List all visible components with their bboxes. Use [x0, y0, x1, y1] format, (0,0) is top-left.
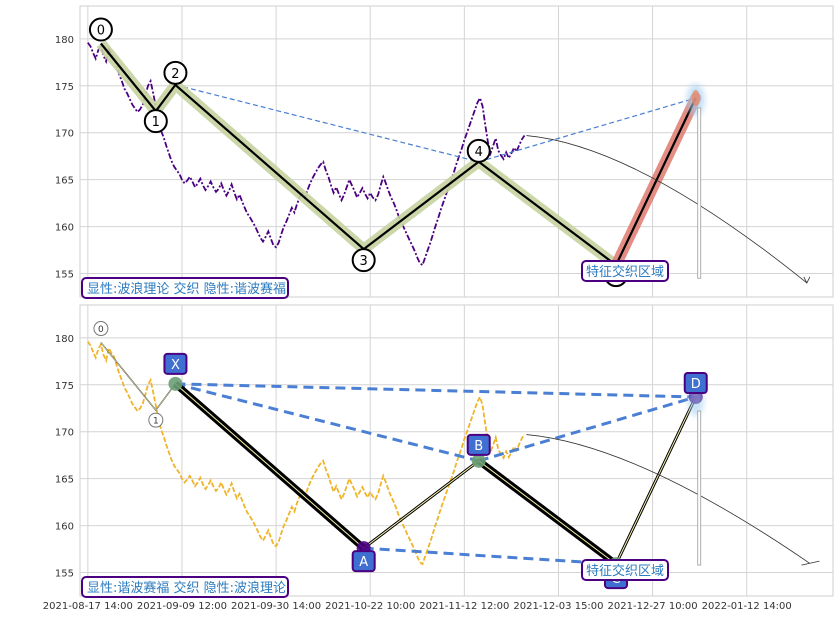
- dashed-link: [478, 97, 696, 163]
- harmonic-badge-D: [683, 371, 708, 394]
- pivot-label-3: 3: [360, 254, 368, 269]
- y-tick-label: 160: [55, 223, 74, 234]
- top-panel-marks: 012345: [88, 17, 811, 288]
- bottom-zone-label: 特征交织区域: [586, 563, 664, 579]
- top-zone-label: 特征交织区域: [586, 264, 664, 280]
- harmonic-dashed-link: [175, 382, 696, 399]
- forecast-arrow-bar: [801, 560, 820, 566]
- x-tick-label: 2022-01-12 14:00: [702, 601, 792, 612]
- bottom-panel-grid: [80, 305, 833, 596]
- y-tick-label: 165: [55, 176, 74, 187]
- harmonic-dashed-link: [175, 382, 480, 463]
- bottom-panel-price: [87, 341, 526, 566]
- harmonic-dashed-link: [478, 395, 697, 463]
- harmonic-label-D: D: [691, 377, 701, 392]
- x-tick-label: 2021-08-17 14:00: [43, 601, 133, 612]
- harmonic-label-A: A: [359, 555, 368, 570]
- bottom-panel-y-ticks: 155 160 165 170 175 180: [55, 334, 74, 580]
- harmonic-badge-A: [351, 550, 376, 573]
- top-caption: 显性:波浪理论 交织 隐性:谐波赛福: [87, 281, 286, 297]
- y-tick-label: 155: [55, 270, 74, 281]
- y-tick-label: 170: [55, 129, 74, 140]
- x-tick-label: 2021-09-30 14:00: [231, 601, 321, 612]
- forecast-arrow-head: [803, 276, 811, 284]
- bottom-zone-box: 特征交织区域: [581, 559, 669, 581]
- harmonic-label-B: B: [474, 439, 483, 454]
- pivot-label-1: 1: [152, 115, 160, 130]
- harmonic-dot-B: [471, 453, 486, 468]
- y-tick-label: 155: [55, 569, 74, 580]
- forecast-arrow: [526, 135, 808, 284]
- top-panel-y-ticks: 155 160 165 170 175 180: [55, 35, 74, 281]
- zone-bar: [697, 410, 702, 566]
- small-pivot-label-0: 0: [98, 325, 104, 335]
- x-tick-label: 2021-10-22 10:00: [325, 601, 415, 612]
- harmonic-badge-B: [466, 433, 491, 456]
- bottom-panel-frame: [79, 304, 834, 597]
- y-tick-label: 180: [55, 334, 74, 345]
- top-panel-grid: [80, 6, 833, 297]
- x-tick-label: 2021-09-09 12:00: [137, 601, 227, 612]
- top-zone-box: 特征交织区域: [581, 260, 669, 282]
- x-axis-ticks: 2021-08-17 14:00 2021-09-09 12:00 2021-09-…: [43, 601, 792, 612]
- pivot-circle-0: [88, 17, 113, 42]
- price-series-line: [87, 341, 526, 566]
- pivot-circle-1: [143, 109, 168, 134]
- pivot-label-0: 0: [97, 24, 105, 39]
- y-tick-label: 175: [55, 381, 74, 392]
- bottom-caption-box: 显性:谐波赛福 交织 隐性:波浪理论: [81, 576, 289, 598]
- x-tick-label: 2021-12-27 10:00: [608, 601, 698, 612]
- top-panel-frame: [79, 5, 834, 298]
- x-tick-label: 2021-12-03 15:00: [513, 601, 603, 612]
- x-tick-label: 2021-11-12 12:00: [419, 601, 509, 612]
- zone-bar: [697, 107, 702, 279]
- small-pivot-label-1: 1: [153, 417, 159, 427]
- y-tick-label: 160: [55, 522, 74, 533]
- pivot-circle-3: [351, 248, 376, 273]
- forecast-arrow: [526, 434, 810, 564]
- harmonic-badge-X: [163, 352, 188, 375]
- endpoint-marker: [691, 89, 700, 106]
- pivot-circle-4: [466, 138, 491, 163]
- y-tick-label: 170: [55, 428, 74, 439]
- bottom-caption: 显性:谐波赛福 交织 隐性:波浪理论: [87, 580, 286, 596]
- small-pivot-circle-0: [93, 321, 109, 337]
- top-caption-box: 显性:波浪理论 交织 隐性:谐波赛福: [81, 277, 289, 299]
- y-tick-label: 175: [55, 82, 74, 93]
- small-wave-inner: [100, 342, 176, 411]
- small-pivot-circle-1: [148, 412, 164, 428]
- y-tick-label: 165: [55, 475, 74, 486]
- pivot-label-2: 2: [171, 67, 179, 82]
- dashed-link: [175, 84, 479, 163]
- pivot-circle-2: [163, 60, 188, 85]
- harmonic-dot-X: [168, 376, 183, 391]
- pivot-label-4: 4: [475, 145, 483, 160]
- y-tick-label: 180: [55, 35, 74, 46]
- harmonic-dashed-link: [363, 546, 617, 566]
- harmonic-label-X: X: [171, 358, 180, 373]
